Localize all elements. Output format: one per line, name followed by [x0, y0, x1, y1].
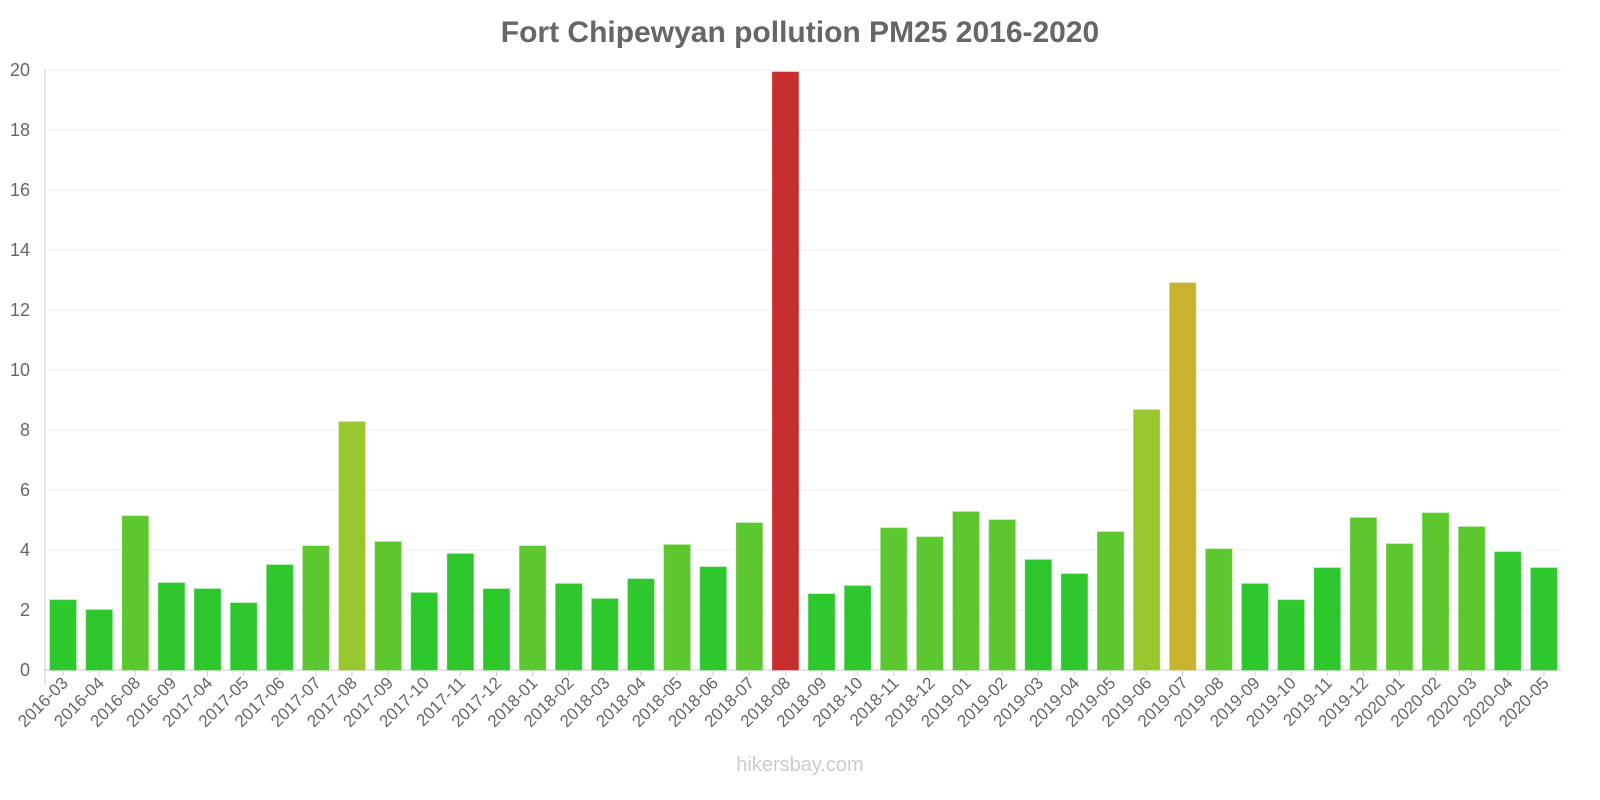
bar-2019-04: [1060, 573, 1088, 671]
bar-2018-08: [771, 71, 799, 671]
y-tick-label: 18: [10, 120, 30, 140]
bar-2017-05: [230, 602, 258, 671]
bar-2017-07: [302, 545, 330, 671]
bar-2018-10: [844, 585, 872, 671]
bar-2017-08: [338, 421, 366, 671]
bar-2019-08: [1205, 548, 1233, 671]
bar-2019-06: [1133, 409, 1161, 671]
y-tick-label: 8: [20, 420, 30, 440]
bar-2017-09: [374, 541, 402, 671]
bar-2018-09: [808, 593, 836, 671]
bar-2019-10: [1277, 599, 1305, 671]
bar-2018-01: [519, 545, 547, 671]
bar-2020-02: [1422, 512, 1450, 671]
bar-2019-05: [1097, 531, 1125, 671]
bar-2019-11: [1313, 567, 1341, 671]
bar-2018-05: [663, 544, 691, 671]
bar-2017-04: [194, 588, 222, 671]
y-tick-label: 12: [10, 300, 30, 320]
bar-2020-05: [1530, 567, 1558, 671]
y-tick-label: 14: [10, 240, 30, 260]
bar-2020-04: [1494, 551, 1522, 671]
bar-2018-06: [699, 566, 727, 671]
footer-watermark: hikersbay.com: [736, 754, 864, 776]
bar-2016-08: [121, 515, 149, 671]
y-tick-label: 4: [20, 540, 30, 560]
bar-2019-09: [1241, 583, 1269, 671]
bar-2016-04: [85, 609, 113, 671]
bar-2019-02: [988, 519, 1016, 671]
bar-2016-09: [157, 582, 185, 671]
bar-2020-01: [1385, 543, 1413, 671]
bar-2018-07: [735, 522, 763, 671]
bar-2018-11: [880, 527, 908, 671]
bar-2018-12: [916, 536, 944, 671]
bar-2019-01: [952, 511, 980, 671]
chart-title: Fort Chipewyan pollution PM25 2016-2020: [500, 16, 1100, 49]
y-tick-label: 2: [20, 600, 30, 620]
y-tick-label: 20: [10, 60, 30, 80]
bar-2018-03: [591, 598, 619, 671]
y-tick-label: 16: [10, 180, 30, 200]
bar-2020-03: [1458, 526, 1486, 671]
bar-2019-03: [1024, 559, 1052, 671]
bar-2019-12: [1349, 517, 1377, 671]
bar-2018-04: [627, 578, 655, 671]
bar-2017-11: [446, 553, 474, 671]
y-tick-label: 0: [20, 660, 30, 680]
bar-2017-10: [410, 592, 438, 671]
bar-2019-07: [1169, 282, 1197, 671]
y-tick-label: 10: [10, 360, 30, 380]
bar-2017-12: [482, 588, 510, 671]
bar-2017-06: [266, 564, 294, 671]
bar-2016-03: [49, 599, 77, 671]
bar-2018-02: [555, 583, 583, 671]
y-tick-label: 6: [20, 480, 30, 500]
